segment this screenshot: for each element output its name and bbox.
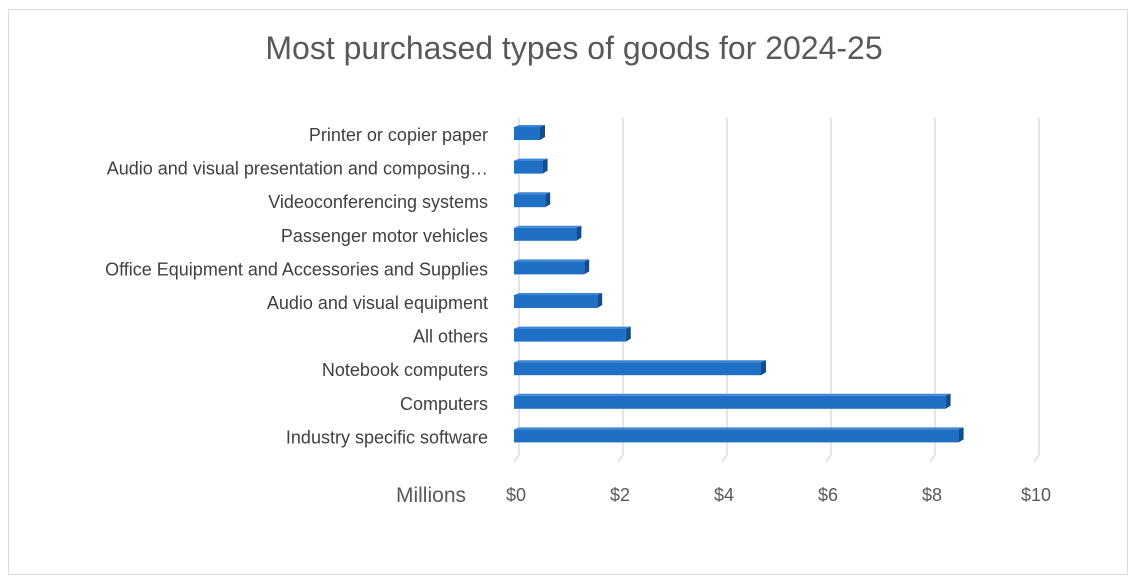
bar-top xyxy=(514,158,548,161)
category-label: Audio and visual presentation and compos… xyxy=(107,159,488,179)
bar-end xyxy=(958,427,964,443)
bar-top xyxy=(514,192,551,195)
x-tick-label: $8 xyxy=(922,485,942,505)
bar-top xyxy=(514,427,964,430)
category-label: Notebook computers xyxy=(322,360,488,380)
gridline-foot xyxy=(721,454,728,463)
gridline-foot xyxy=(929,454,936,463)
bar xyxy=(514,362,761,376)
bar-top xyxy=(514,360,766,363)
bar xyxy=(514,160,543,174)
bar xyxy=(514,194,546,208)
category-label: Passenger motor vehicles xyxy=(281,226,488,246)
bar xyxy=(514,261,585,275)
bar-end xyxy=(625,326,631,342)
chart-area xyxy=(8,9,1128,575)
category-label: Industry specific software xyxy=(286,427,488,447)
bar-end xyxy=(576,225,582,241)
bar-end xyxy=(761,360,766,376)
gridline-foot xyxy=(825,454,832,463)
bar xyxy=(514,127,540,140)
bar-top xyxy=(514,225,582,228)
category-label: Printer or copier paper xyxy=(309,125,488,145)
category-label: All others xyxy=(413,327,488,347)
bar xyxy=(514,395,946,409)
chart-title: Most purchased types of goods for 2024-2… xyxy=(265,30,883,66)
bar-end xyxy=(542,158,548,174)
x-tick-label: $0 xyxy=(506,485,526,505)
category-label: Computers xyxy=(400,394,488,414)
gridline-foot xyxy=(1033,454,1040,463)
category-label: Office Equipment and Accessories and Sup… xyxy=(105,259,488,279)
units-label: Millions xyxy=(396,484,466,507)
x-tick-label: $10 xyxy=(1021,485,1051,505)
bar-end xyxy=(945,393,951,409)
bar-top xyxy=(514,393,951,396)
bar xyxy=(514,429,959,443)
bar-top xyxy=(514,293,603,295)
x-tick-label: $6 xyxy=(818,485,838,505)
x-tick-label: $2 xyxy=(610,485,630,505)
bar-end xyxy=(584,259,590,275)
bar-end xyxy=(545,192,551,208)
category-label: Audio and visual equipment xyxy=(267,293,488,313)
x-tick-label: $4 xyxy=(714,485,734,505)
bar-end xyxy=(540,125,545,140)
gridline-foot xyxy=(617,454,624,463)
bar xyxy=(514,295,598,308)
bar-top xyxy=(514,326,631,329)
category-label: Videoconferencing systems xyxy=(268,192,488,212)
bar xyxy=(514,328,626,342)
bar-top xyxy=(514,125,545,127)
bar xyxy=(514,227,577,241)
gridline-foot xyxy=(513,454,520,463)
bar-end xyxy=(597,293,603,308)
bar-top xyxy=(514,259,590,262)
